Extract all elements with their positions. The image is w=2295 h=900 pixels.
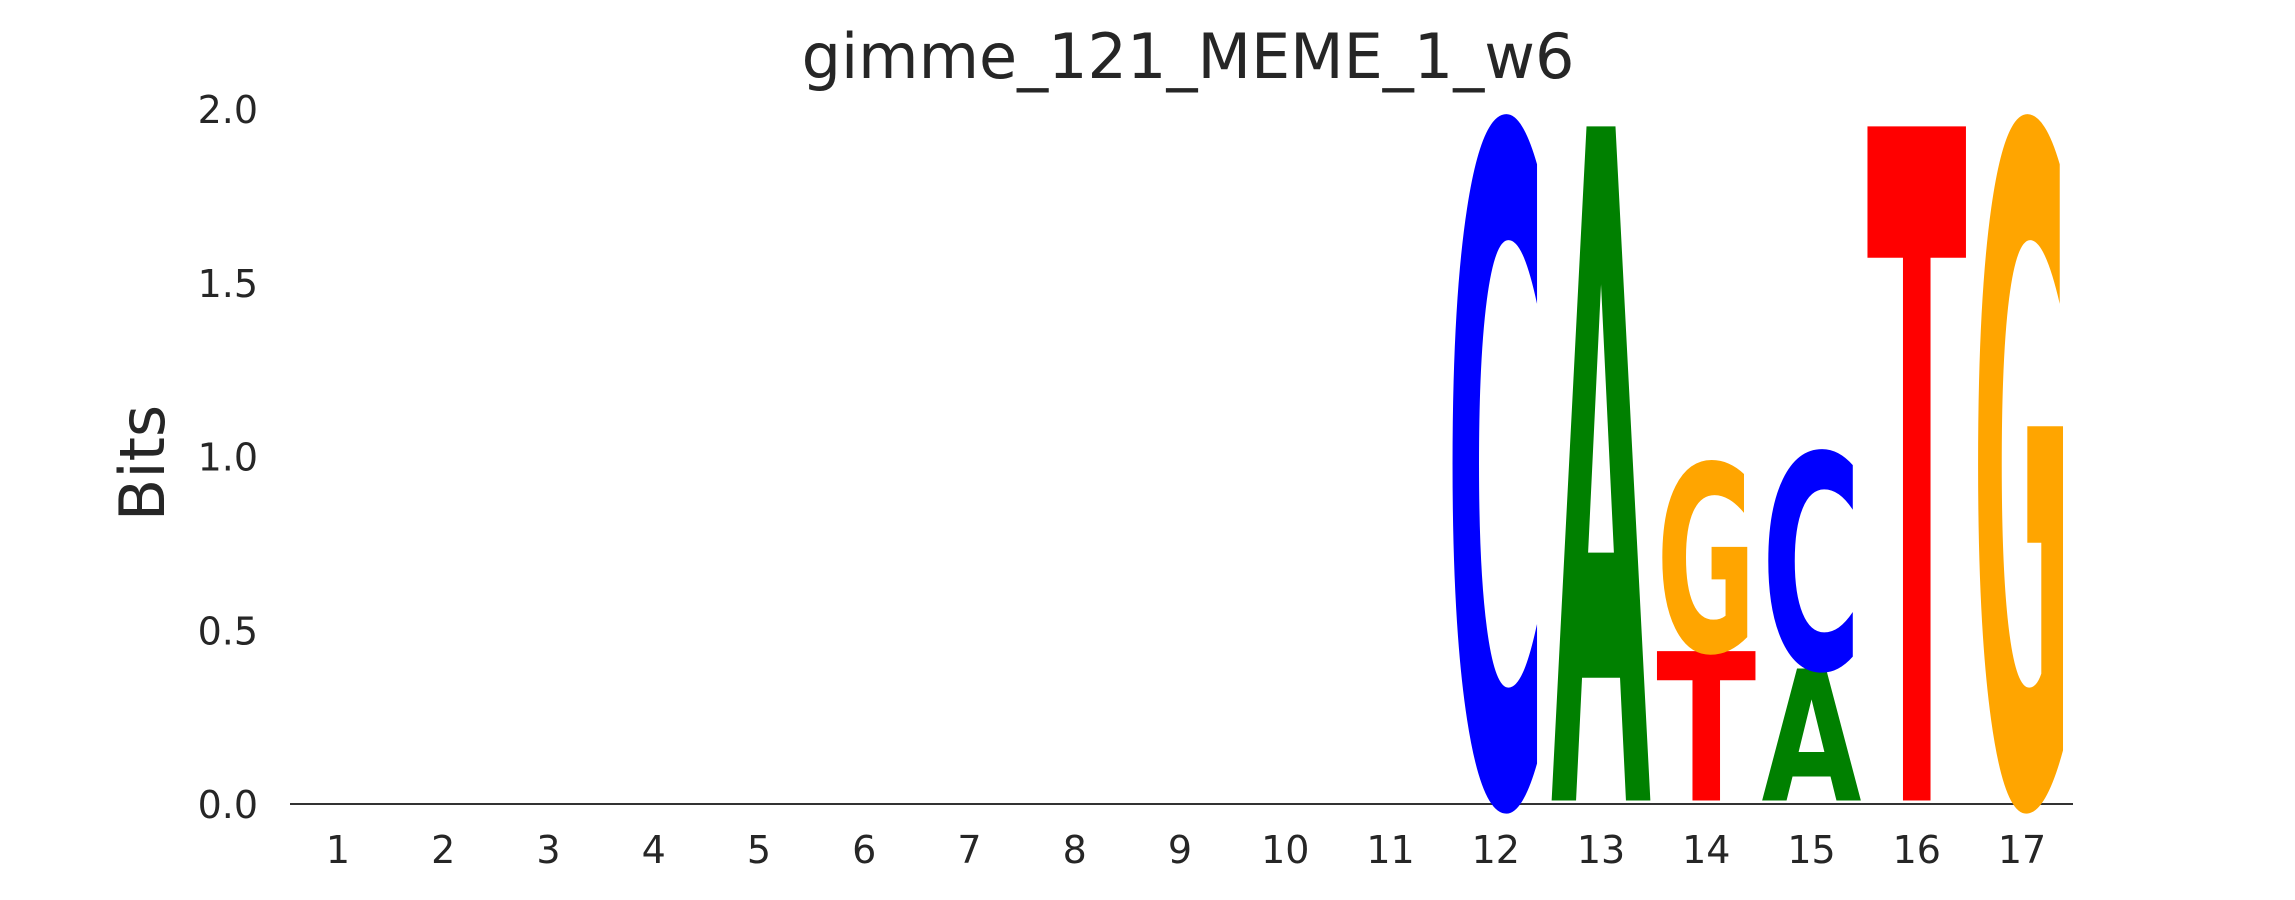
logo-letter-g: G (1656, 413, 1756, 712)
y-ticks: 0.0 0.5 1.0 1.5 2.0 (198, 88, 258, 827)
logo-letter-glyph: C (1446, 0, 1546, 900)
x-tick-label: 4 (642, 828, 666, 872)
x-tick-label: 12 (1472, 828, 1520, 872)
x-tick-label: 1 (326, 828, 350, 872)
logo-letter-glyph: T (1656, 612, 1756, 850)
x-tick-label: 13 (1577, 828, 1625, 872)
x-tick-label: 10 (1261, 828, 1309, 872)
y-tick-label: 0.5 (198, 609, 258, 653)
x-tick-label: 15 (1787, 828, 1835, 872)
logo-letter-g: G (1972, 0, 2072, 900)
x-tick-label: 8 (1063, 828, 1087, 872)
x-ticks: 1 2 3 4 5 6 7 8 9 10 11 12 13 14 15 16 17 (326, 828, 2046, 872)
logo-letter-glyph: G (1656, 413, 1756, 712)
logo-letter-a: A (1762, 634, 1862, 845)
x-tick-label: 11 (1366, 828, 1414, 872)
x-tick-label: 3 (536, 828, 560, 872)
logo-letter-glyph: T (1867, 0, 1968, 900)
logo-letter-glyph: G (1972, 0, 2072, 900)
logo-letter-glyph: A (1551, 0, 1652, 900)
y-tick-label: 2.0 (198, 88, 258, 132)
x-tick-label: 6 (852, 828, 876, 872)
y-tick-label: 0.0 (198, 783, 258, 827)
logo-letter-glyph: C (1762, 395, 1862, 739)
x-tick-label: 16 (1893, 828, 1941, 872)
x-tick-label: 14 (1682, 828, 1730, 872)
logo-letter-t: T (1656, 612, 1756, 850)
x-tick-label: 9 (1168, 828, 1192, 872)
x-tick-label: 17 (1998, 828, 2046, 872)
logo-letter-glyph: A (1762, 634, 1862, 845)
x-tick-label: 5 (747, 828, 771, 872)
y-axis-label: Bits (106, 405, 179, 521)
y-tick-label: 1.0 (198, 436, 258, 480)
chart-title: gimme_121_MEME_1_w6 (802, 20, 1575, 93)
logo-letter-c: C (1762, 395, 1862, 739)
logo-letter-a: A (1551, 0, 1652, 900)
y-tick-label: 1.5 (198, 262, 258, 306)
logo-letter-c: C (1446, 0, 1546, 900)
logo-letter-t: T (1867, 0, 1968, 900)
x-tick-label: 2 (431, 828, 455, 872)
x-tick-label: 7 (957, 828, 981, 872)
